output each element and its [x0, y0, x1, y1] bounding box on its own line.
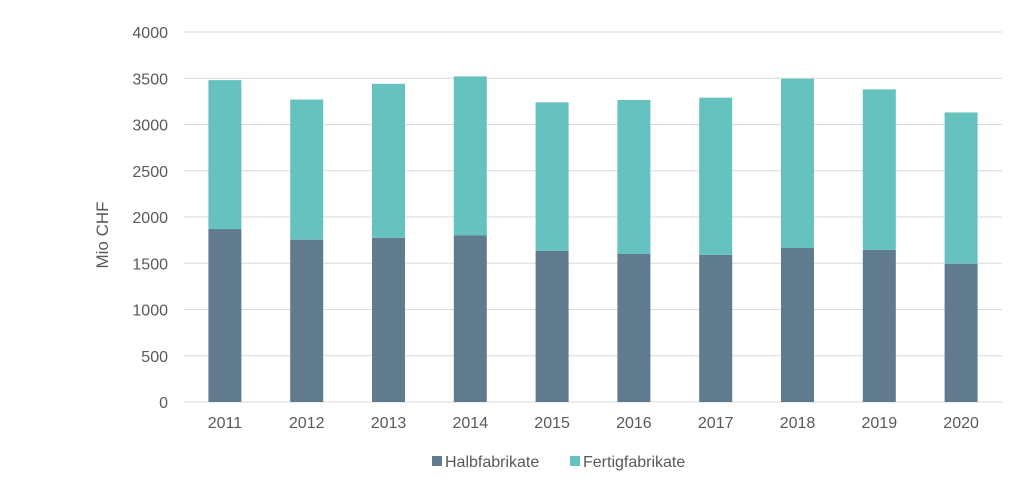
bar-halbfabrikate-2012 [290, 239, 324, 402]
x-axis-tick-labels: 2011 2012 2013 2014 2015 2016 2017 2018 2019 2020 [208, 415, 979, 432]
x-tick-label: 2015 [534, 415, 570, 432]
bar-fertigfabrikate-2015 [535, 102, 569, 251]
legend-swatch-halbfabrikate [432, 456, 442, 466]
y-tick-label: 500 [141, 349, 168, 366]
x-tick-label: 2011 [208, 415, 243, 432]
bar-fertigfabrikate-2011 [208, 80, 242, 230]
y-tick-label: 0 [159, 395, 168, 412]
bar-fertigfabrikate-2019 [862, 89, 896, 250]
y-tick-label: 2500 [132, 164, 168, 181]
y-tick-label: 1500 [132, 256, 168, 273]
x-tick-label: 2013 [371, 415, 407, 432]
bar-halbfabrikate-2014 [453, 235, 487, 402]
y-tick-label: 3000 [132, 118, 168, 135]
bar-fertigfabrikate-2013 [372, 83, 405, 238]
legend-label-halbfabrikate: Halbfabrikate [445, 454, 539, 471]
x-tick-label: 2017 [698, 415, 734, 432]
x-tick-label: 2020 [943, 415, 979, 432]
x-tick-label: 2014 [453, 415, 489, 432]
x-tick-label: 2019 [862, 415, 898, 432]
bar-halbfabrikate-2020 [944, 263, 978, 402]
y-axis-title: Mio CHF [93, 201, 112, 268]
bar-halbfabrikate-2015 [535, 250, 569, 402]
bar-fertigfabrikate-2012 [290, 99, 324, 240]
bar-fertigfabrikate-2018 [781, 78, 814, 248]
bar-fertigfabrikate-2020 [944, 112, 978, 264]
y-tick-label: 1000 [132, 303, 168, 320]
bar-fertigfabrikate-2017 [699, 97, 733, 255]
bar-halbfabrikate-2013 [372, 237, 405, 402]
bar-halbfabrikate-2011 [208, 229, 242, 402]
bars [208, 76, 978, 402]
bar-fertigfabrikate-2014 [453, 76, 487, 236]
x-tick-label: 2012 [289, 415, 325, 432]
y-axis-tick-labels: 0 500 1000 1500 2000 2500 3000 3500 4000 [132, 25, 168, 412]
bar-halbfabrikate-2017 [699, 254, 733, 402]
legend-swatch-fertigfabrikate [570, 456, 580, 466]
legend: Halbfabrikate Fertigfabrikate [432, 454, 685, 471]
bar-halbfabrikate-2016 [617, 254, 651, 402]
y-tick-label: 4000 [132, 25, 168, 42]
bar-halbfabrikate-2019 [862, 249, 896, 402]
bar-halbfabrikate-2018 [781, 247, 814, 402]
x-tick-label: 2018 [780, 415, 816, 432]
bar-fertigfabrikate-2016 [617, 99, 651, 254]
x-tick-label: 2016 [616, 415, 652, 432]
legend-label-fertigfabrikate: Fertigfabrikate [583, 454, 685, 471]
y-tick-label: 2000 [132, 210, 168, 227]
y-tick-label: 3500 [132, 71, 168, 88]
